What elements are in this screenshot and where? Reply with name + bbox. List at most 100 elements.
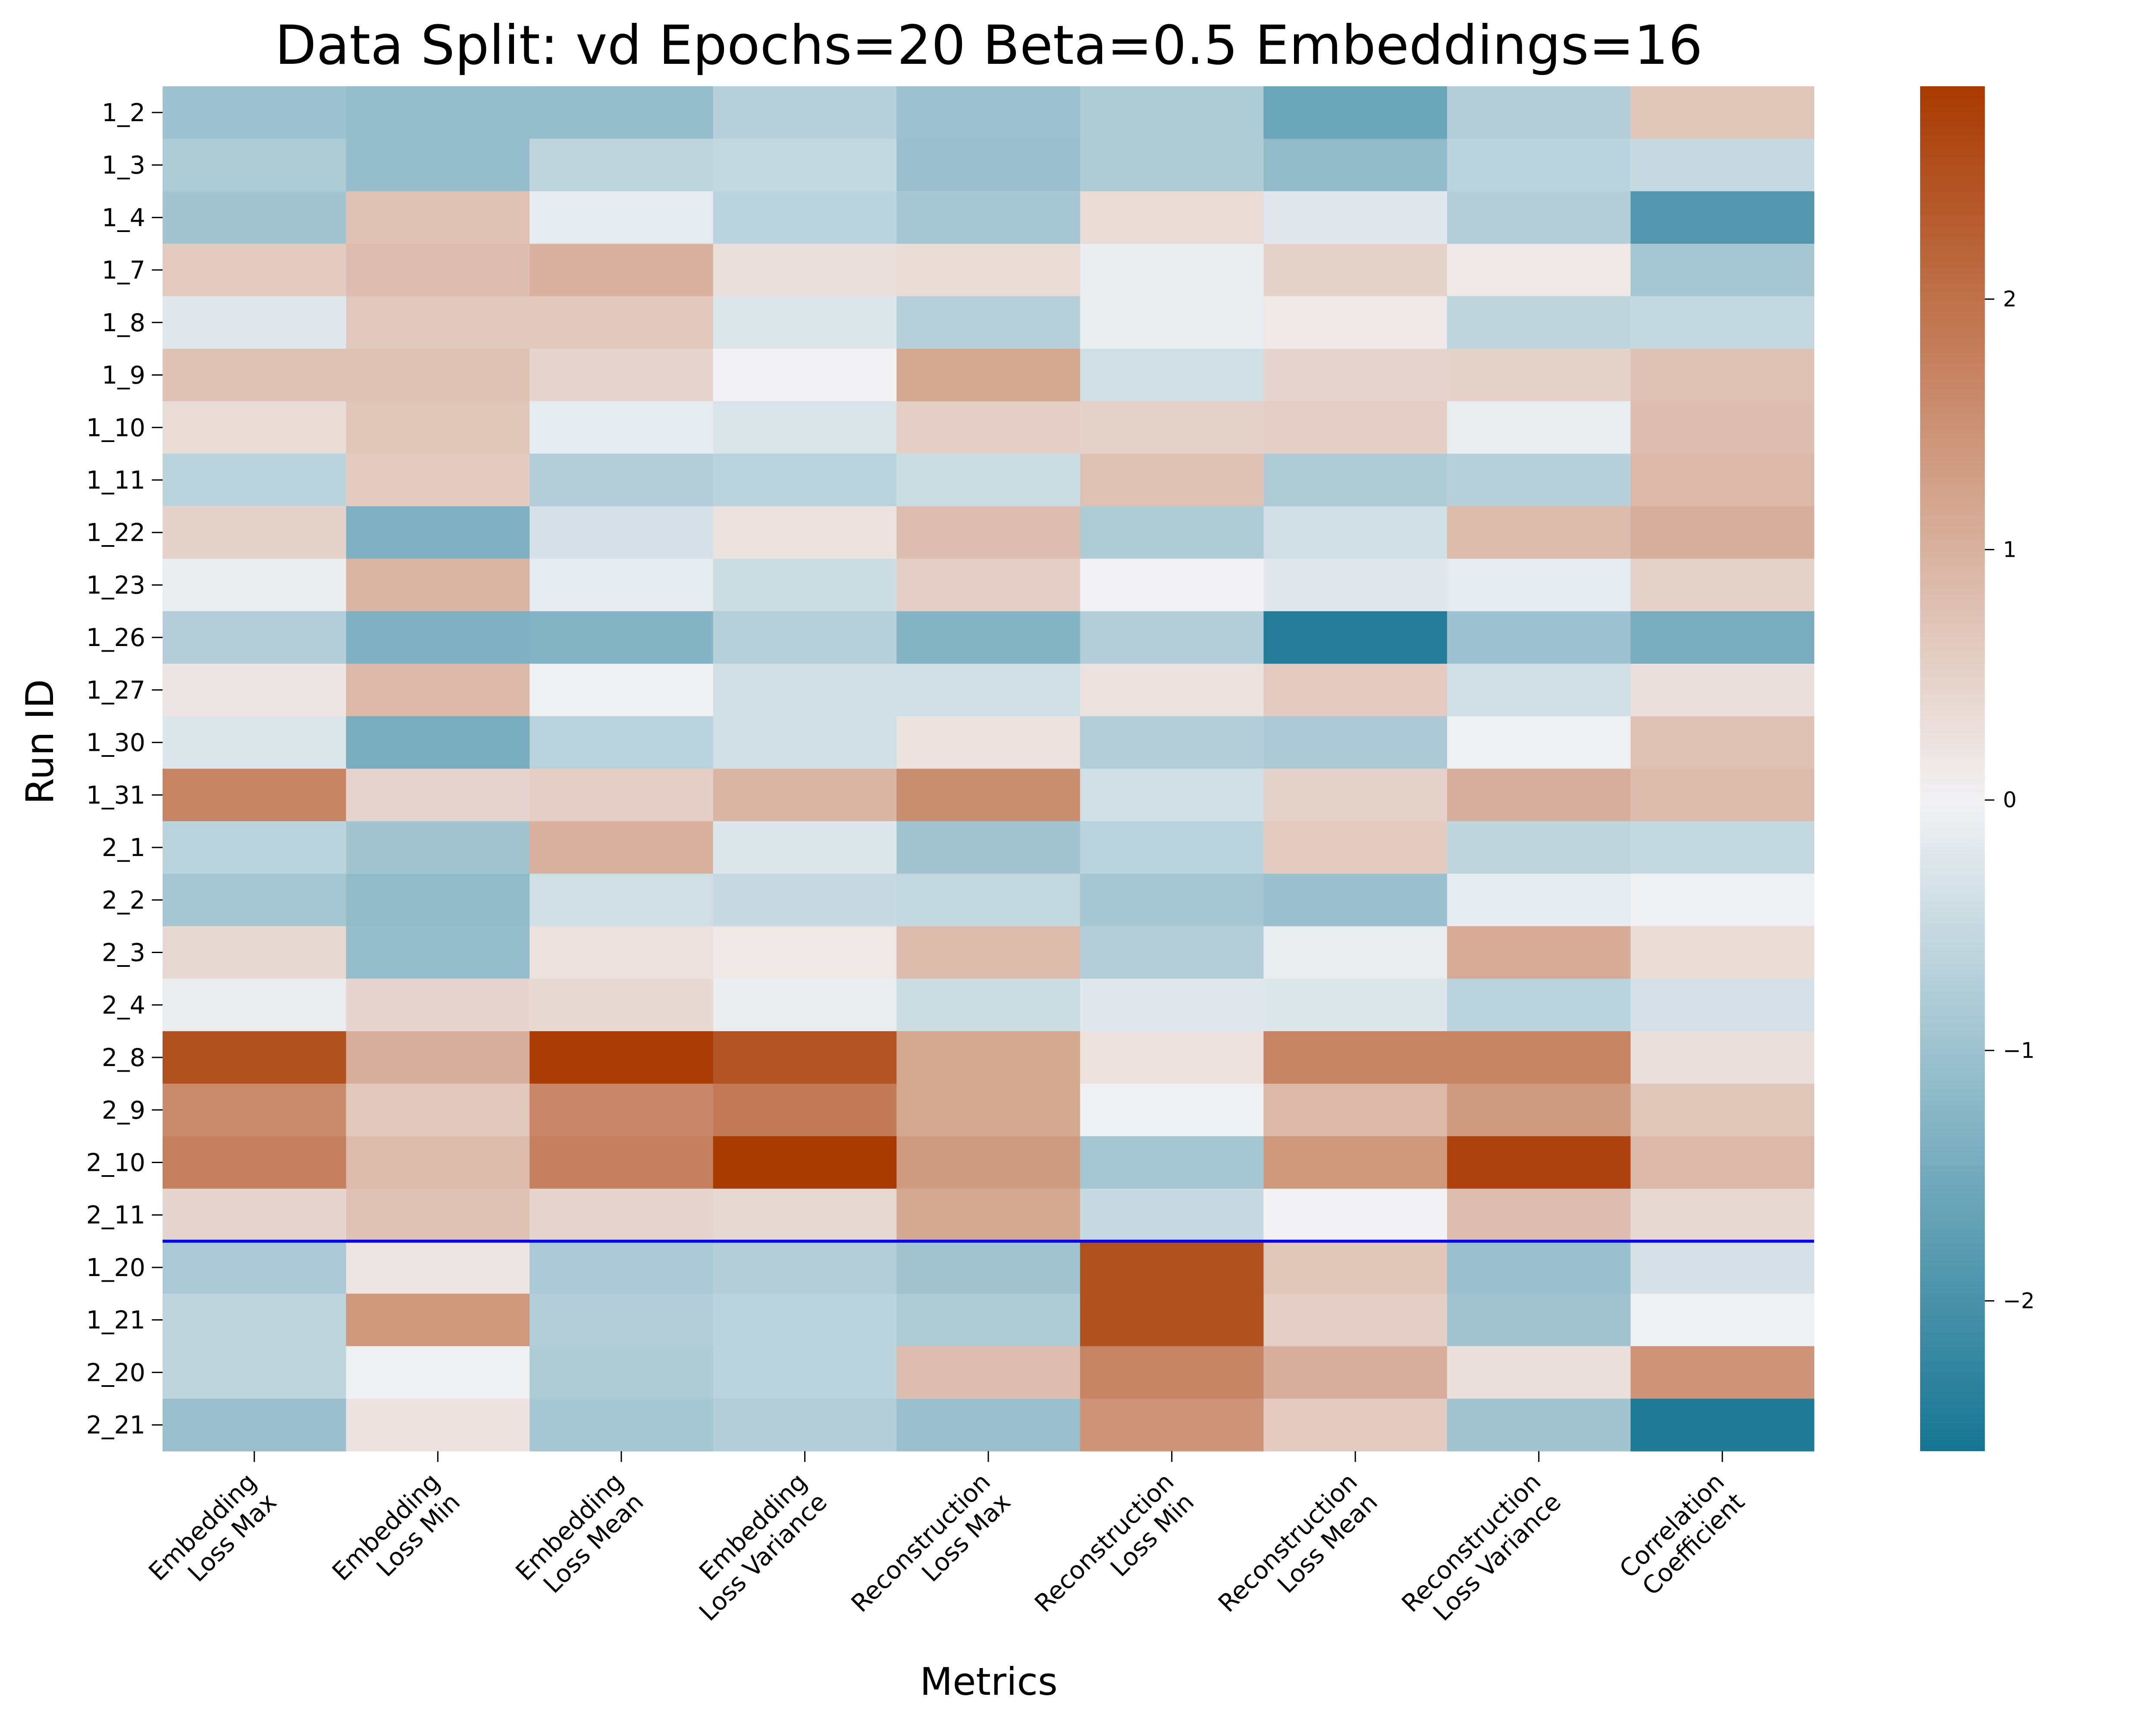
heatmap-cell <box>713 1189 897 1242</box>
y-tick-label: 1_11 <box>86 466 145 495</box>
heatmap-cell <box>1447 86 1631 139</box>
heatmap-cell <box>1447 664 1631 717</box>
x-tick-label: EmbeddingLoss Min <box>327 1468 466 1606</box>
heatmap-cell <box>346 1189 530 1242</box>
heatmap-cell <box>896 768 1081 822</box>
colorbar-tick-label: 1 <box>2003 537 2017 562</box>
heatmap-cell <box>1630 1399 1814 1452</box>
heatmap-cell <box>1447 1241 1631 1294</box>
heatmap-cell <box>346 1241 530 1294</box>
heatmap-cell <box>530 716 714 769</box>
heatmap-cell <box>530 296 714 349</box>
heatmap-cell <box>1447 1399 1631 1452</box>
heatmap-cell <box>530 1241 714 1294</box>
heatmap-cell <box>530 1346 714 1399</box>
x-tick-label: ReconstructionLoss Max <box>846 1468 1016 1638</box>
heatmap-cell <box>1630 454 1814 507</box>
y-tick-label: 1_9 <box>102 361 145 390</box>
heatmap-cell <box>163 716 347 769</box>
x-tick-label: ReconstructionLoss Variance <box>1396 1468 1567 1638</box>
heatmap-cell <box>530 191 714 244</box>
heatmap-cell <box>1080 191 1264 244</box>
heatmap-cell <box>1263 296 1448 349</box>
heatmap-cell <box>346 348 530 401</box>
colorbar-tick-label: 0 <box>2003 787 2017 812</box>
heatmap-cell <box>1630 191 1814 244</box>
heatmap-cell <box>1080 1189 1264 1242</box>
heatmap-cell <box>1447 138 1631 192</box>
chart-title: Data Split: vd Epochs=20 Beta=0.5 Embedd… <box>275 14 1702 77</box>
heatmap-cell <box>713 506 897 559</box>
heatmap-cell <box>1630 86 1814 139</box>
heatmap-cell <box>346 454 530 507</box>
heatmap-cell <box>1080 1083 1264 1137</box>
heatmap-cell <box>1263 348 1448 401</box>
y-tick-label: 2_20 <box>86 1358 145 1387</box>
x-axis-ticks: EmbeddingLoss Max EmbeddingLoss Min Embedd… <box>143 1451 1750 1638</box>
heatmap-cell <box>713 191 897 244</box>
heatmap-cell <box>1447 506 1631 559</box>
heatmap-cell <box>1447 1083 1631 1137</box>
heatmap-cell <box>530 1189 714 1242</box>
heatmap-cell <box>530 873 714 927</box>
heatmap-cell <box>1447 768 1631 822</box>
y-tick-label: 1_7 <box>102 256 145 285</box>
heatmap-cell <box>713 611 897 664</box>
heatmap-cell <box>1447 1346 1631 1399</box>
y-tick-label: 1_22 <box>86 519 145 547</box>
heatmap-cell <box>1630 873 1814 927</box>
heatmap-cell <box>1447 873 1631 927</box>
heatmap-cell <box>1080 244 1264 297</box>
heatmap-cell <box>163 558 347 612</box>
heatmap-cell <box>346 138 530 192</box>
heatmap-cell <box>713 348 897 401</box>
y-tick-label: 2_8 <box>102 1044 145 1072</box>
heatmap-cell <box>1447 926 1631 979</box>
heatmap-cell <box>1080 821 1264 874</box>
heatmap-cell <box>163 138 347 192</box>
x-tick-label: ReconstructionLoss Mean <box>1213 1468 1383 1638</box>
heatmap-cell <box>1080 506 1264 559</box>
heatmap-cell <box>346 191 530 244</box>
heatmap-cell <box>163 348 347 401</box>
heatmap-cell <box>530 611 714 664</box>
heatmap-cell <box>713 558 897 612</box>
heatmap-cell <box>530 558 714 612</box>
heatmap-cell <box>530 454 714 507</box>
heatmap-cell <box>896 1136 1081 1189</box>
heatmap-cell <box>713 1031 897 1084</box>
heatmap-cell <box>1080 979 1264 1032</box>
heatmap-cell <box>1080 454 1264 507</box>
heatmap-cell <box>1263 979 1448 1032</box>
heatmap-cell <box>346 926 530 979</box>
heatmap-cell <box>1263 716 1448 769</box>
heatmap-cell <box>896 558 1081 612</box>
heatmap-cell <box>163 664 347 717</box>
heatmap-cell <box>1447 244 1631 297</box>
heatmap-cell <box>530 1399 714 1452</box>
heatmap-cell <box>1263 138 1448 192</box>
heatmap-cell <box>1263 821 1448 874</box>
heatmap-cell <box>1080 873 1264 927</box>
y-tick-label: 2_21 <box>86 1411 145 1440</box>
y-tick-label: 1_3 <box>102 151 145 180</box>
heatmap-cell <box>1447 558 1631 612</box>
y-axis-ticks: 1_2 1_3 1_4 1_7 1_8 1_9 1_10 1_11 1_22 1_23 1_26 1_… <box>86 99 163 1440</box>
y-tick-label: 2_10 <box>86 1148 145 1177</box>
y-tick-label: 2_4 <box>102 991 145 1019</box>
heatmap-cell <box>896 716 1081 769</box>
heatmap-cell <box>530 768 714 822</box>
heatmap-cell <box>713 1346 897 1399</box>
heatmap-cell <box>1080 138 1264 192</box>
y-tick-label: 2_11 <box>86 1201 145 1229</box>
heatmap-cell <box>346 979 530 1032</box>
heatmap-cell <box>713 821 897 874</box>
heatmap-cell <box>1630 506 1814 559</box>
y-tick-label: 1_20 <box>86 1254 145 1282</box>
heatmap-cell <box>713 664 897 717</box>
heatmap-cell <box>1447 191 1631 244</box>
heatmap-cell <box>1447 401 1631 454</box>
heatmap-cell <box>896 873 1081 927</box>
heatmap-cell <box>896 664 1081 717</box>
heatmap-cell <box>1080 86 1264 139</box>
